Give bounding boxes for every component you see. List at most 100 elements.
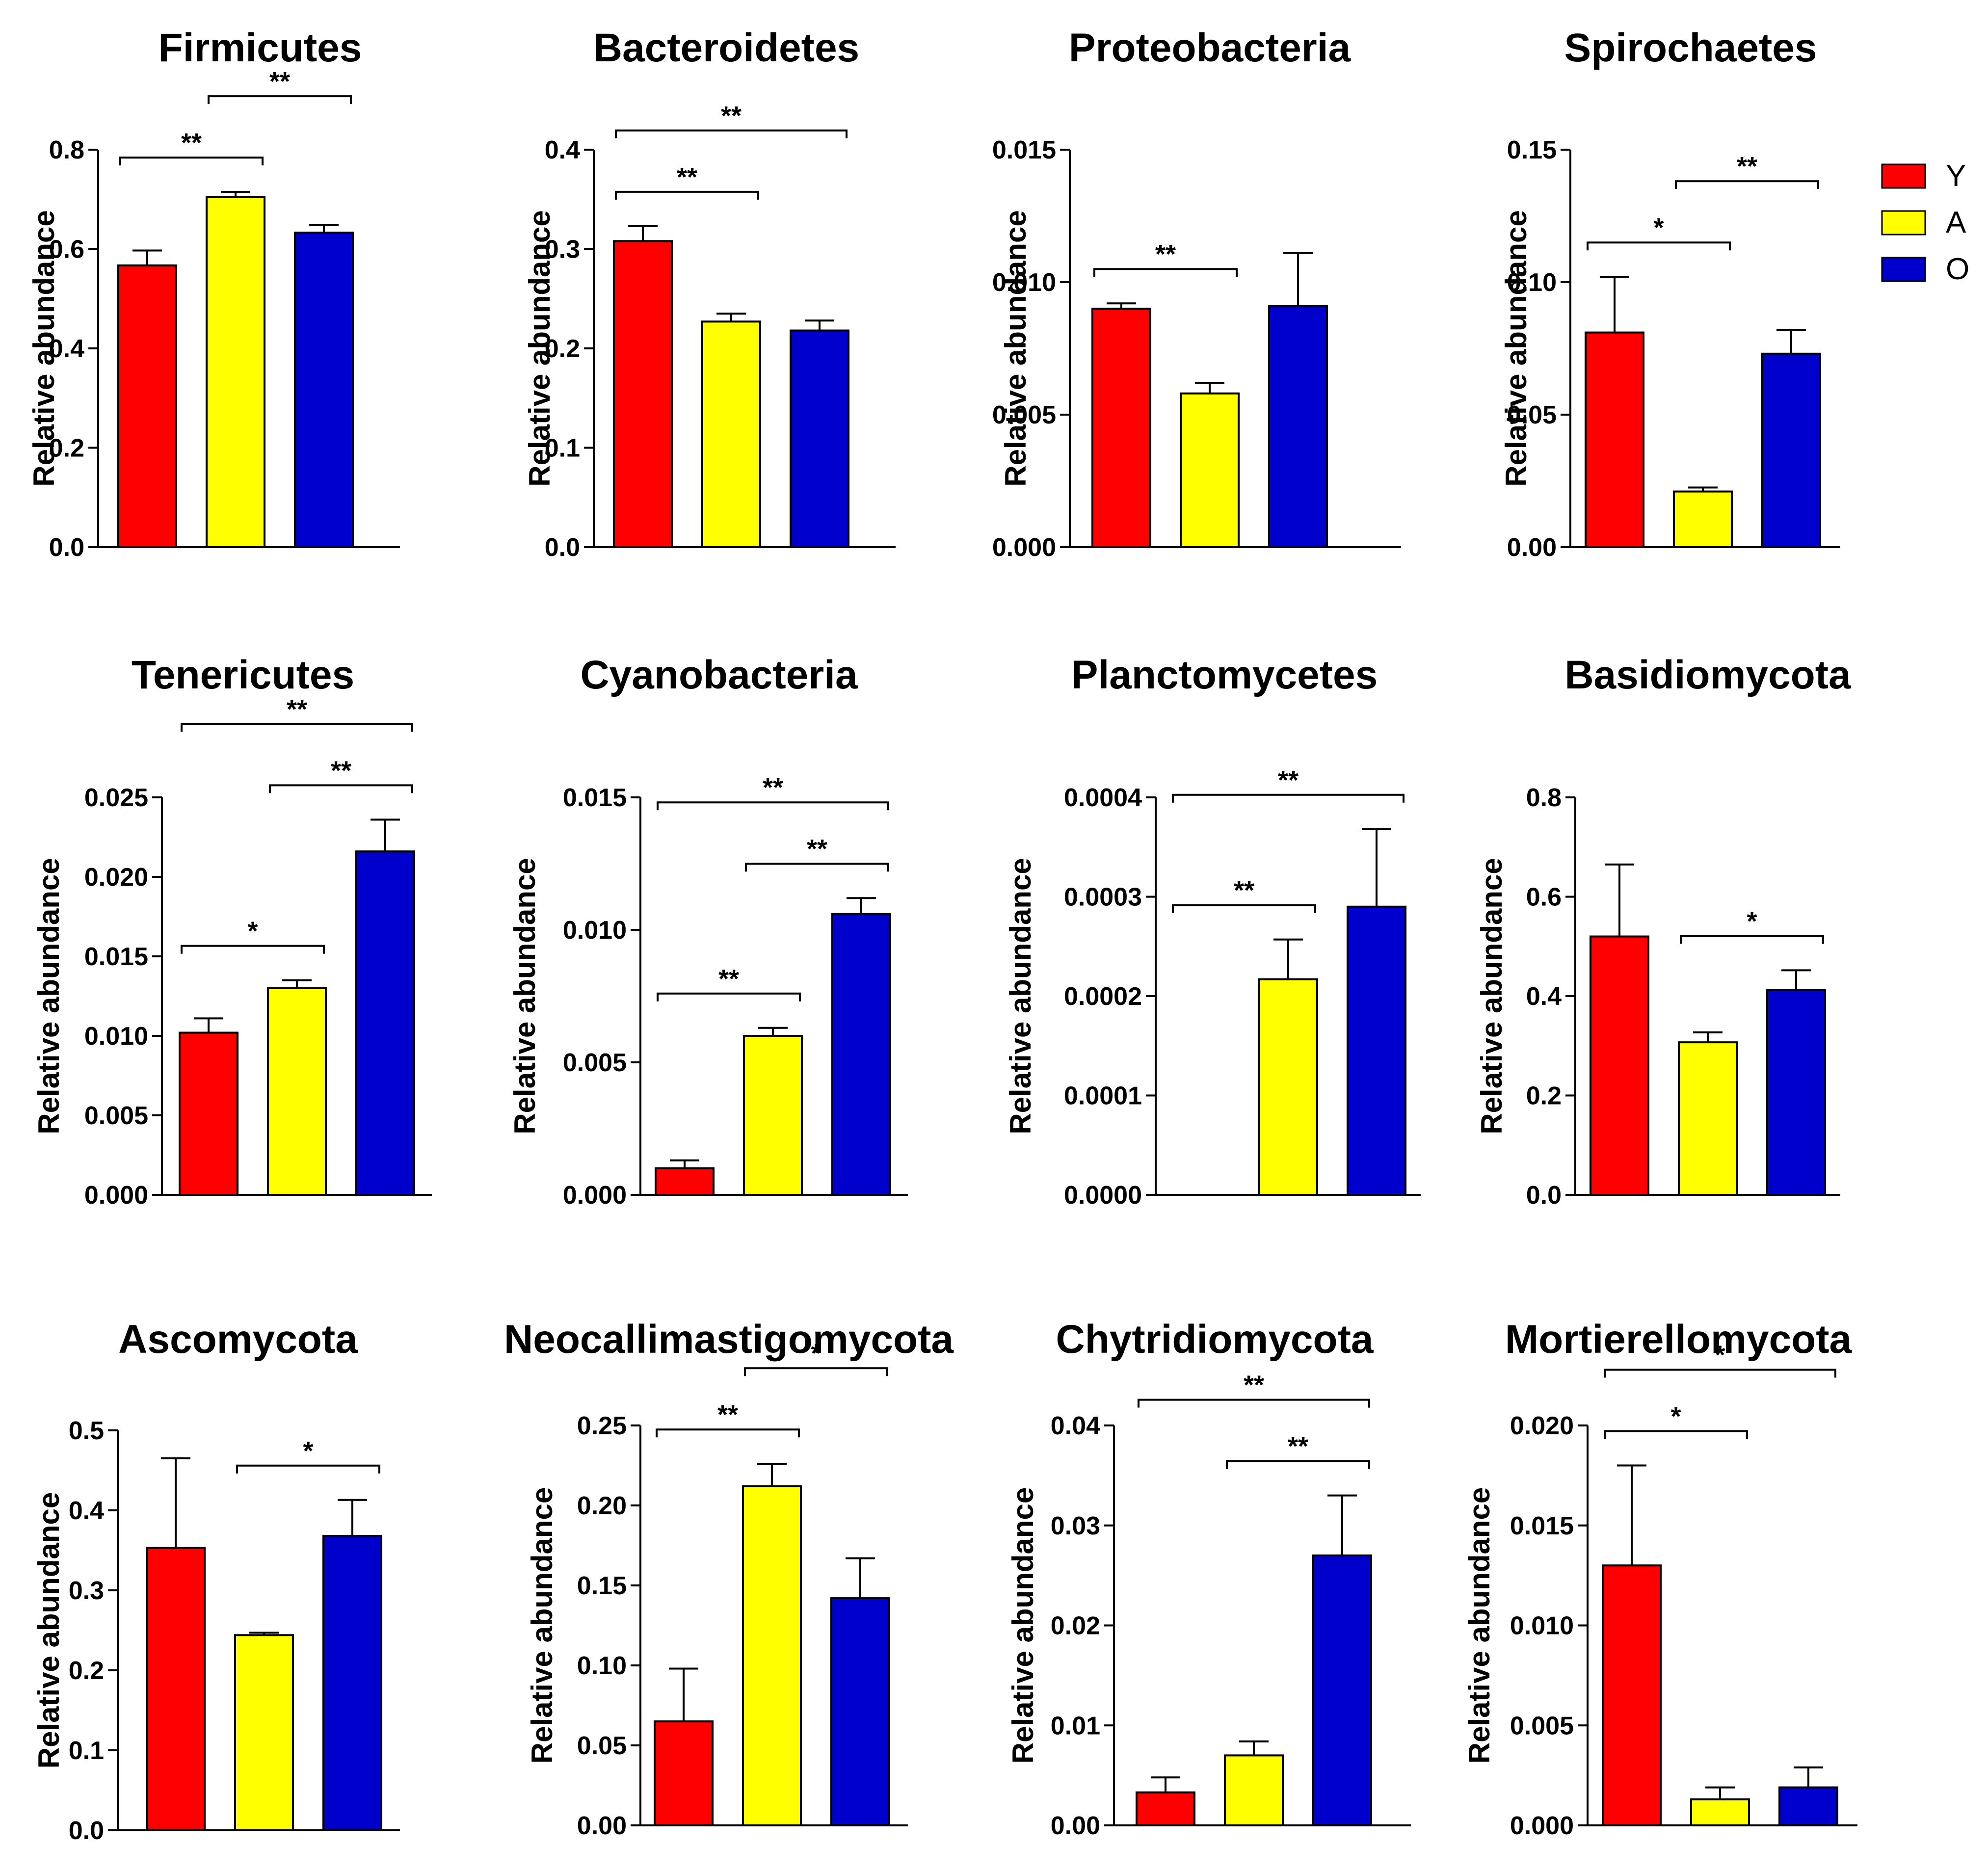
y-tick-label: 0.000 [84,1181,148,1210]
bar-y [613,240,673,548]
y-tick-label: 0.4 [1526,982,1562,1011]
significance-label: ** [181,128,202,158]
bar-y [179,1031,239,1196]
bar-o [1778,1786,1838,1826]
y-axis-label: Relative abundance [526,1487,558,1764]
significance-label: ** [1244,1371,1264,1400]
y-tick-label: 0.000 [1510,1812,1574,1840]
panel-planctomycetes: Planctomycetes Relative abundance 0.0000 0.… [1004,653,1421,1210]
bar-y [654,1720,714,1827]
chart-title: Proteobacteria [1069,26,1352,70]
significance-label: * [1653,213,1664,242]
significance-label: ** [763,773,783,802]
panel-bacteroidetes: Bacteroidetes Relative abundance 0.0 0.1 0.2… [523,26,896,562]
bar-y [1602,1564,1662,1826]
significance-bracket [1172,904,1316,913]
y-tick-label: 0.04 [1051,1412,1100,1440]
significance-label: ** [677,162,697,192]
significance-bracket [181,945,325,954]
y-axis-label: Relative abundance [1007,1487,1039,1764]
y-tick-label: 0.3 [545,236,580,264]
y-tick-label: 0.2 [1526,1082,1562,1110]
significance-label: ** [717,1400,738,1429]
y-axis-label: Relative abundance [27,210,60,487]
chart-title: Firmicutes [159,26,362,70]
bar-y [655,1167,715,1196]
y-tick-label: 0.005 [84,1102,148,1130]
significance-bracket [615,129,848,138]
bar-o [294,232,354,548]
y-tick-label: 0.0 [49,533,84,562]
y-tick-label: 0.4 [49,335,84,363]
significance-label: ** [718,964,739,994]
panel-chytridiomycota: Chytridiomycota Relative abundance 0.00 0.0… [1007,1317,1411,1840]
significance-label: ** [1737,152,1757,181]
bar-a [701,320,761,548]
chart-title: Ascomycota [118,1317,358,1362]
y-tick-label: 0.0 [1526,1181,1562,1210]
significance-bracket [1226,1460,1370,1469]
significance-bracket [1604,1430,1748,1439]
y-axis-label: Relative abundance [1500,210,1533,487]
y-tick-label: 0.015 [563,784,627,812]
y-tick-label: 0.005 [563,1049,627,1077]
significance-bracket [1675,180,1819,189]
y-tick-label: 0.01 [1051,1712,1100,1740]
y-tick-label: 0.2 [49,434,84,463]
bar-y [1091,308,1151,548]
y-tick-label: 0.03 [1051,1512,1100,1540]
y-axis-label: Relative abundance [32,858,65,1134]
bar-a [1690,1798,1750,1826]
y-axis-label: Relative abundance [32,1492,65,1769]
chart-title: Spirochaetes [1564,26,1817,70]
y-tick-label: 0.4 [69,1497,104,1525]
chart-title: Mortierellomycota [1505,1317,1853,1362]
legend-swatch-a [1881,210,1926,236]
significance-bracket [615,190,759,200]
y-tick-label: 0.25 [577,1412,627,1440]
significance-bracket [236,1464,380,1474]
bar-a [1673,490,1733,548]
bar-a [1678,1041,1738,1196]
significance-bracket [1093,268,1238,277]
bar-o [1347,905,1406,1196]
y-tick-label: 0.010 [992,268,1056,297]
y-tick-label: 0.8 [49,136,84,164]
legend-swatch-o [1881,257,1926,282]
significance-label: * [303,1436,313,1466]
bar-y [146,1547,206,1832]
significance-bracket [657,801,889,811]
y-tick-label: 0.5 [69,1417,104,1445]
chart-title: Planctomycetes [1071,653,1378,697]
chart-title: Chytridiomycota [1056,1317,1374,1362]
significance-label: * [1747,906,1757,936]
bar-o [830,1597,890,1827]
bar-o [1312,1554,1372,1826]
y-axis-label: Relative abundance [1475,858,1508,1134]
significance-bracket [1680,935,1824,944]
y-tick-label: 0.15 [1507,136,1557,164]
significance-bracket [1172,793,1405,803]
legend-label-y: Y [1946,159,1966,193]
bar-y [1590,935,1649,1196]
significance-label: ** [269,67,290,96]
y-tick-label: 0.6 [49,236,84,264]
y-tick-label: 0.10 [577,1652,627,1680]
y-tick-label: 0.0002 [1064,982,1142,1011]
bar-o [1268,305,1328,548]
bar-o [790,329,849,548]
bar-a [267,987,327,1196]
panel-cyanobacteria: Cyanobacteria Relative abundance 0.000 0.00… [508,653,908,1210]
significance-bracket [745,863,889,872]
significance-bracket [208,95,352,105]
bar-a [1224,1754,1284,1826]
panel-neocallimastigomycota: Neocallimastigomycota Relative abundance 0… [504,1317,954,1840]
significance-label: ** [1155,239,1176,269]
y-tick-label: 0.005 [1510,1712,1574,1740]
y-tick-label: 0.8 [1526,784,1562,812]
chart-title: Bacteroidetes [593,26,859,70]
bar-y [1136,1791,1195,1826]
y-axis-label: Relative abundance [1463,1487,1496,1764]
y-tick-label: 0.0004 [1064,784,1142,812]
